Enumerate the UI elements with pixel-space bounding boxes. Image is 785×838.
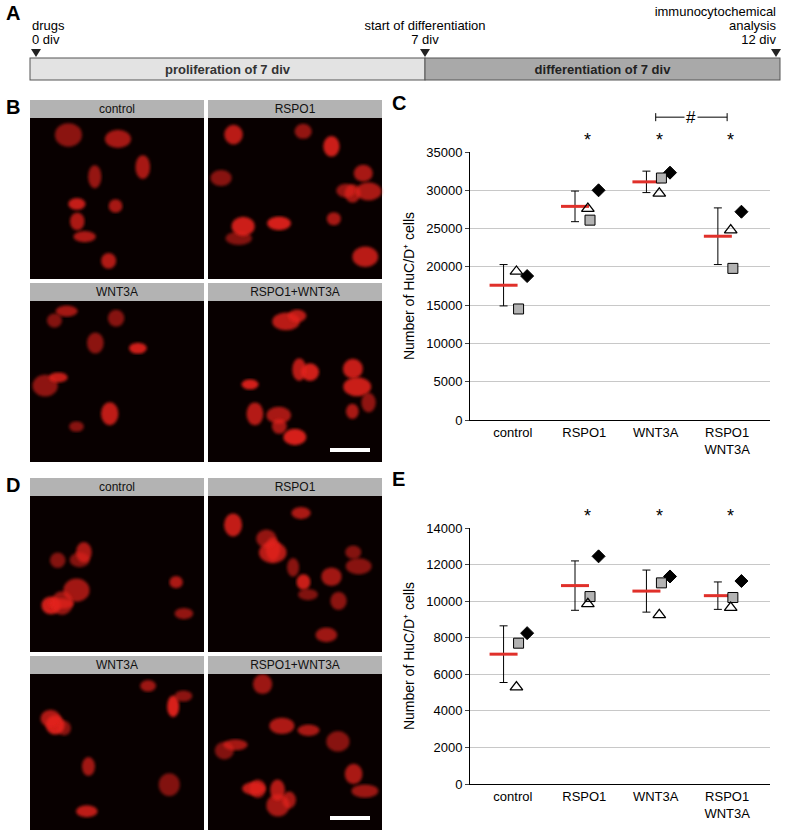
svg-text:10000: 10000 bbox=[426, 336, 462, 351]
svg-text:RSPO1: RSPO1 bbox=[562, 425, 606, 440]
svg-text:*: * bbox=[727, 506, 734, 526]
svg-text:RSPO1: RSPO1 bbox=[275, 102, 316, 116]
svg-text:WNT3A: WNT3A bbox=[633, 425, 679, 440]
svg-text:12 div: 12 div bbox=[741, 32, 776, 47]
svg-text:WNT3A: WNT3A bbox=[96, 285, 138, 299]
svg-text:proliferation of 7 div: proliferation of 7 div bbox=[165, 62, 291, 77]
svg-text:4000: 4000 bbox=[433, 703, 462, 718]
svg-text:RSPO1WNT3A: RSPO1WNT3A bbox=[704, 789, 750, 821]
svg-text:0 div: 0 div bbox=[32, 32, 60, 47]
svg-text:B: B bbox=[6, 96, 20, 118]
svg-text:start of differentiation: start of differentiation bbox=[364, 18, 485, 33]
svg-text:A: A bbox=[6, 2, 20, 24]
svg-text:immunocytochemical: immunocytochemical bbox=[655, 4, 776, 19]
svg-text:8000: 8000 bbox=[433, 630, 462, 645]
svg-text:0: 0 bbox=[455, 413, 462, 428]
svg-text:35000: 35000 bbox=[426, 145, 462, 160]
svg-text:RSPO1WNT3A: RSPO1WNT3A bbox=[704, 425, 750, 457]
svg-text:7 div: 7 div bbox=[411, 32, 439, 47]
svg-text:25000: 25000 bbox=[426, 221, 462, 236]
svg-text:Number of HuC/D⁺ cells: Number of HuC/D⁺ cells bbox=[401, 212, 417, 360]
svg-text:differentiation of 7 div: differentiation of 7 div bbox=[535, 62, 672, 77]
svg-text:*: * bbox=[584, 506, 591, 526]
svg-text:analysis: analysis bbox=[729, 18, 776, 33]
svg-text:C: C bbox=[392, 92, 406, 114]
svg-text:#: # bbox=[686, 108, 696, 127]
svg-text:30000: 30000 bbox=[426, 183, 462, 198]
svg-text:12000: 12000 bbox=[426, 557, 462, 572]
svg-text:14000: 14000 bbox=[426, 521, 462, 536]
svg-text:*: * bbox=[656, 506, 663, 526]
svg-text:Number of HuC/D⁺ cells: Number of HuC/D⁺ cells bbox=[401, 582, 417, 730]
svg-text:0: 0 bbox=[455, 777, 462, 792]
svg-text:20000: 20000 bbox=[426, 259, 462, 274]
svg-text:*: * bbox=[584, 130, 591, 150]
svg-text:RSPO1: RSPO1 bbox=[562, 789, 606, 804]
svg-text:5000: 5000 bbox=[433, 374, 462, 389]
svg-text:control: control bbox=[493, 789, 532, 804]
svg-text:WNT3A: WNT3A bbox=[96, 658, 138, 672]
svg-text:15000: 15000 bbox=[426, 298, 462, 313]
svg-text:RSPO1: RSPO1 bbox=[275, 480, 316, 494]
svg-text:D: D bbox=[6, 474, 20, 496]
svg-text:E: E bbox=[392, 468, 405, 490]
svg-text:RSPO1+WNT3A: RSPO1+WNT3A bbox=[250, 658, 340, 672]
svg-text:10000: 10000 bbox=[426, 594, 462, 609]
svg-text:*: * bbox=[727, 130, 734, 150]
svg-text:WNT3A: WNT3A bbox=[633, 789, 679, 804]
svg-text:2000: 2000 bbox=[433, 740, 462, 755]
svg-text:control: control bbox=[99, 480, 135, 494]
svg-text:6000: 6000 bbox=[433, 667, 462, 682]
svg-text:RSPO1+WNT3A: RSPO1+WNT3A bbox=[250, 285, 340, 299]
svg-text:control: control bbox=[99, 102, 135, 116]
svg-text:control: control bbox=[493, 425, 532, 440]
svg-text:drugs: drugs bbox=[32, 18, 65, 33]
svg-text:*: * bbox=[656, 130, 663, 150]
